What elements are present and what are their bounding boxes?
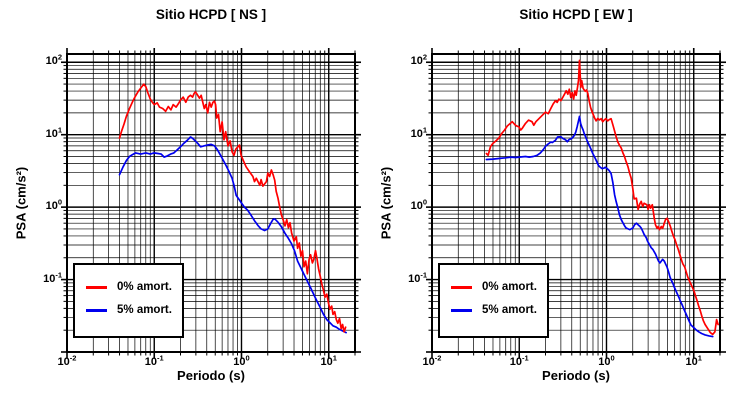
y-tick-label: 101 [410,124,427,140]
ns-legend-item-5pct: 5% amort. [86,303,182,317]
x-tick-label: 100 [233,353,250,368]
x-tick-label: 10-2 [422,353,442,368]
x-tick-label: 101 [320,353,337,368]
blue-line-swatch [451,308,472,312]
ns-legend-label-0pct: 0% amort. [117,281,172,293]
ew-legend-label-5pct: 5% amort. [482,304,537,316]
x-tick-label: 101 [685,353,702,368]
ew-legend-label-0pct: 0% amort. [482,281,537,293]
ns-yaxis-label: PSA (cm/s²) [13,166,29,240]
y-tick-label: 100 [410,197,427,213]
ns-plot-title: Sitio HCPD [ NS ] [155,7,267,22]
ew-yaxis-label: PSA (cm/s²) [378,166,394,240]
x-tick-label: 10-2 [57,353,77,368]
ew-curve-0-amort- [485,59,719,336]
ns-legend: 0% amort. 5% amort. [73,263,184,338]
ew-legend-item-0pct: 0% amort. [451,280,547,294]
y-tick-label: 102 [45,52,62,68]
ns-legend-item-0pct: 0% amort. [86,280,182,294]
y-tick-label: 10-1 [408,269,427,285]
red-line-swatch [451,285,472,289]
ew-plot-area [426,48,726,358]
ew-plot-title: Sitio HCPD [ EW ] [519,7,633,22]
ns-curve-0-amort- [118,83,347,333]
ns-xaxis-label: Periodo (s) [177,368,245,383]
x-tick-label: 100 [598,353,615,368]
y-tick-label: 102 [410,52,427,68]
ew-legend: 0% amort. 5% amort. [438,263,549,338]
x-tick-label: 10-1 [144,353,164,368]
ew-xaxis-label: Periodo (s) [542,368,610,383]
x-tick-label: 10-1 [509,353,529,368]
red-line-swatch [86,285,107,289]
ew-legend-item-5pct: 5% amort. [451,303,547,317]
y-tick-label: 100 [45,197,62,213]
blue-line-swatch [86,308,107,312]
ns-curve-5-amort- [118,136,347,334]
ew-curve-5-amort- [485,115,714,338]
y-tick-label: 101 [45,124,62,140]
y-tick-label: 10-1 [43,269,62,285]
ns-legend-label-5pct: 5% amort. [117,304,172,316]
ns-plot-area [61,48,361,358]
